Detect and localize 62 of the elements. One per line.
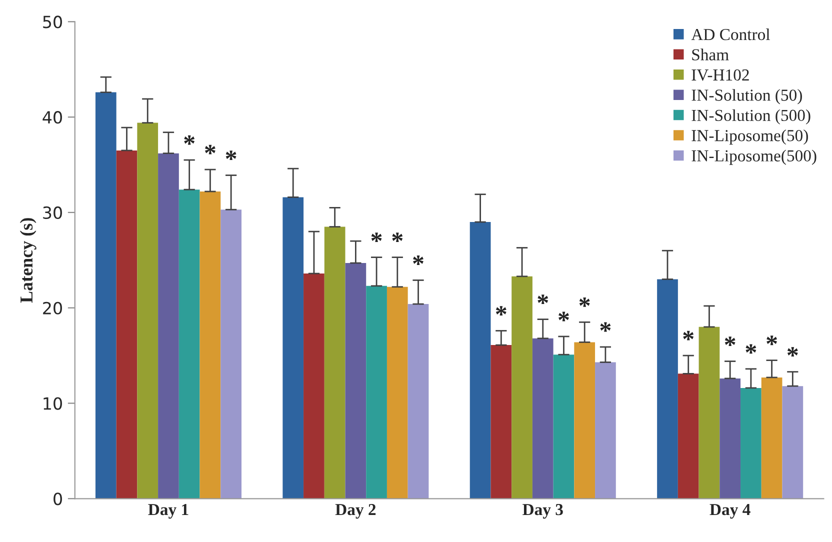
data-label: * <box>226 150 236 160</box>
bar <box>116 150 138 499</box>
legend-label: Sham <box>692 48 729 60</box>
data-label: * <box>724 336 736 346</box>
bar <box>532 338 554 499</box>
bar <box>720 378 741 499</box>
bar <box>553 354 574 499</box>
x-tick-label: Day 4 <box>710 504 750 519</box>
bar <box>366 286 387 499</box>
data-label: * <box>538 294 548 304</box>
bar <box>408 304 429 499</box>
bar <box>678 374 699 499</box>
bar <box>178 190 200 499</box>
bar <box>282 197 304 499</box>
data-label: * <box>392 232 403 242</box>
x-tick-label: Day 2 <box>335 504 376 519</box>
bar <box>574 342 596 499</box>
y-tick-label: 10 <box>44 397 62 410</box>
bar <box>345 263 366 499</box>
legend-label: IN-Liposome(50) <box>692 130 808 145</box>
bar <box>490 345 512 499</box>
data-label: * <box>600 322 611 332</box>
data-label: * <box>371 232 382 242</box>
y-tick-label: 50 <box>43 16 62 28</box>
legend-label: IN-Solution (500) <box>692 109 810 124</box>
bar <box>595 362 616 499</box>
bar <box>200 191 221 499</box>
bar <box>304 274 324 499</box>
bar <box>761 377 782 499</box>
bar <box>95 92 116 499</box>
data-label: * <box>683 330 694 340</box>
data-label: * <box>496 306 506 316</box>
bar <box>324 226 346 499</box>
data-label: * <box>766 336 778 346</box>
bar <box>158 153 179 499</box>
x-tick-label: Day 3 <box>522 504 563 519</box>
data-label: * <box>579 297 590 307</box>
data-label: * <box>558 312 569 322</box>
bar <box>698 326 720 499</box>
legend-label: IN-Liposome(500) <box>692 150 816 165</box>
bar <box>740 388 762 499</box>
bar <box>386 286 408 499</box>
bar <box>220 210 242 499</box>
bar <box>782 386 804 499</box>
bar <box>512 276 532 499</box>
legend-label: AD Control <box>691 28 770 40</box>
y-tick-label: 40 <box>42 111 62 124</box>
bar <box>137 122 158 499</box>
y-tick-label: 30 <box>43 206 62 220</box>
legend-label: IV-H102 <box>692 69 749 81</box>
bar <box>657 279 678 499</box>
data-label: * <box>204 144 216 154</box>
data-label: * <box>787 347 798 357</box>
data-label: * <box>746 344 756 354</box>
x-tick-label: Day 1 <box>148 504 188 519</box>
bar <box>470 222 491 499</box>
y-tick-label: 20 <box>43 302 62 314</box>
y-tick-label: 0 <box>54 492 62 506</box>
y-axis-title: Latency (s) <box>20 218 36 303</box>
data-label: * <box>184 135 195 145</box>
legend-label: IN-Solution (50) <box>692 89 802 104</box>
data-label: * <box>413 256 424 265</box>
